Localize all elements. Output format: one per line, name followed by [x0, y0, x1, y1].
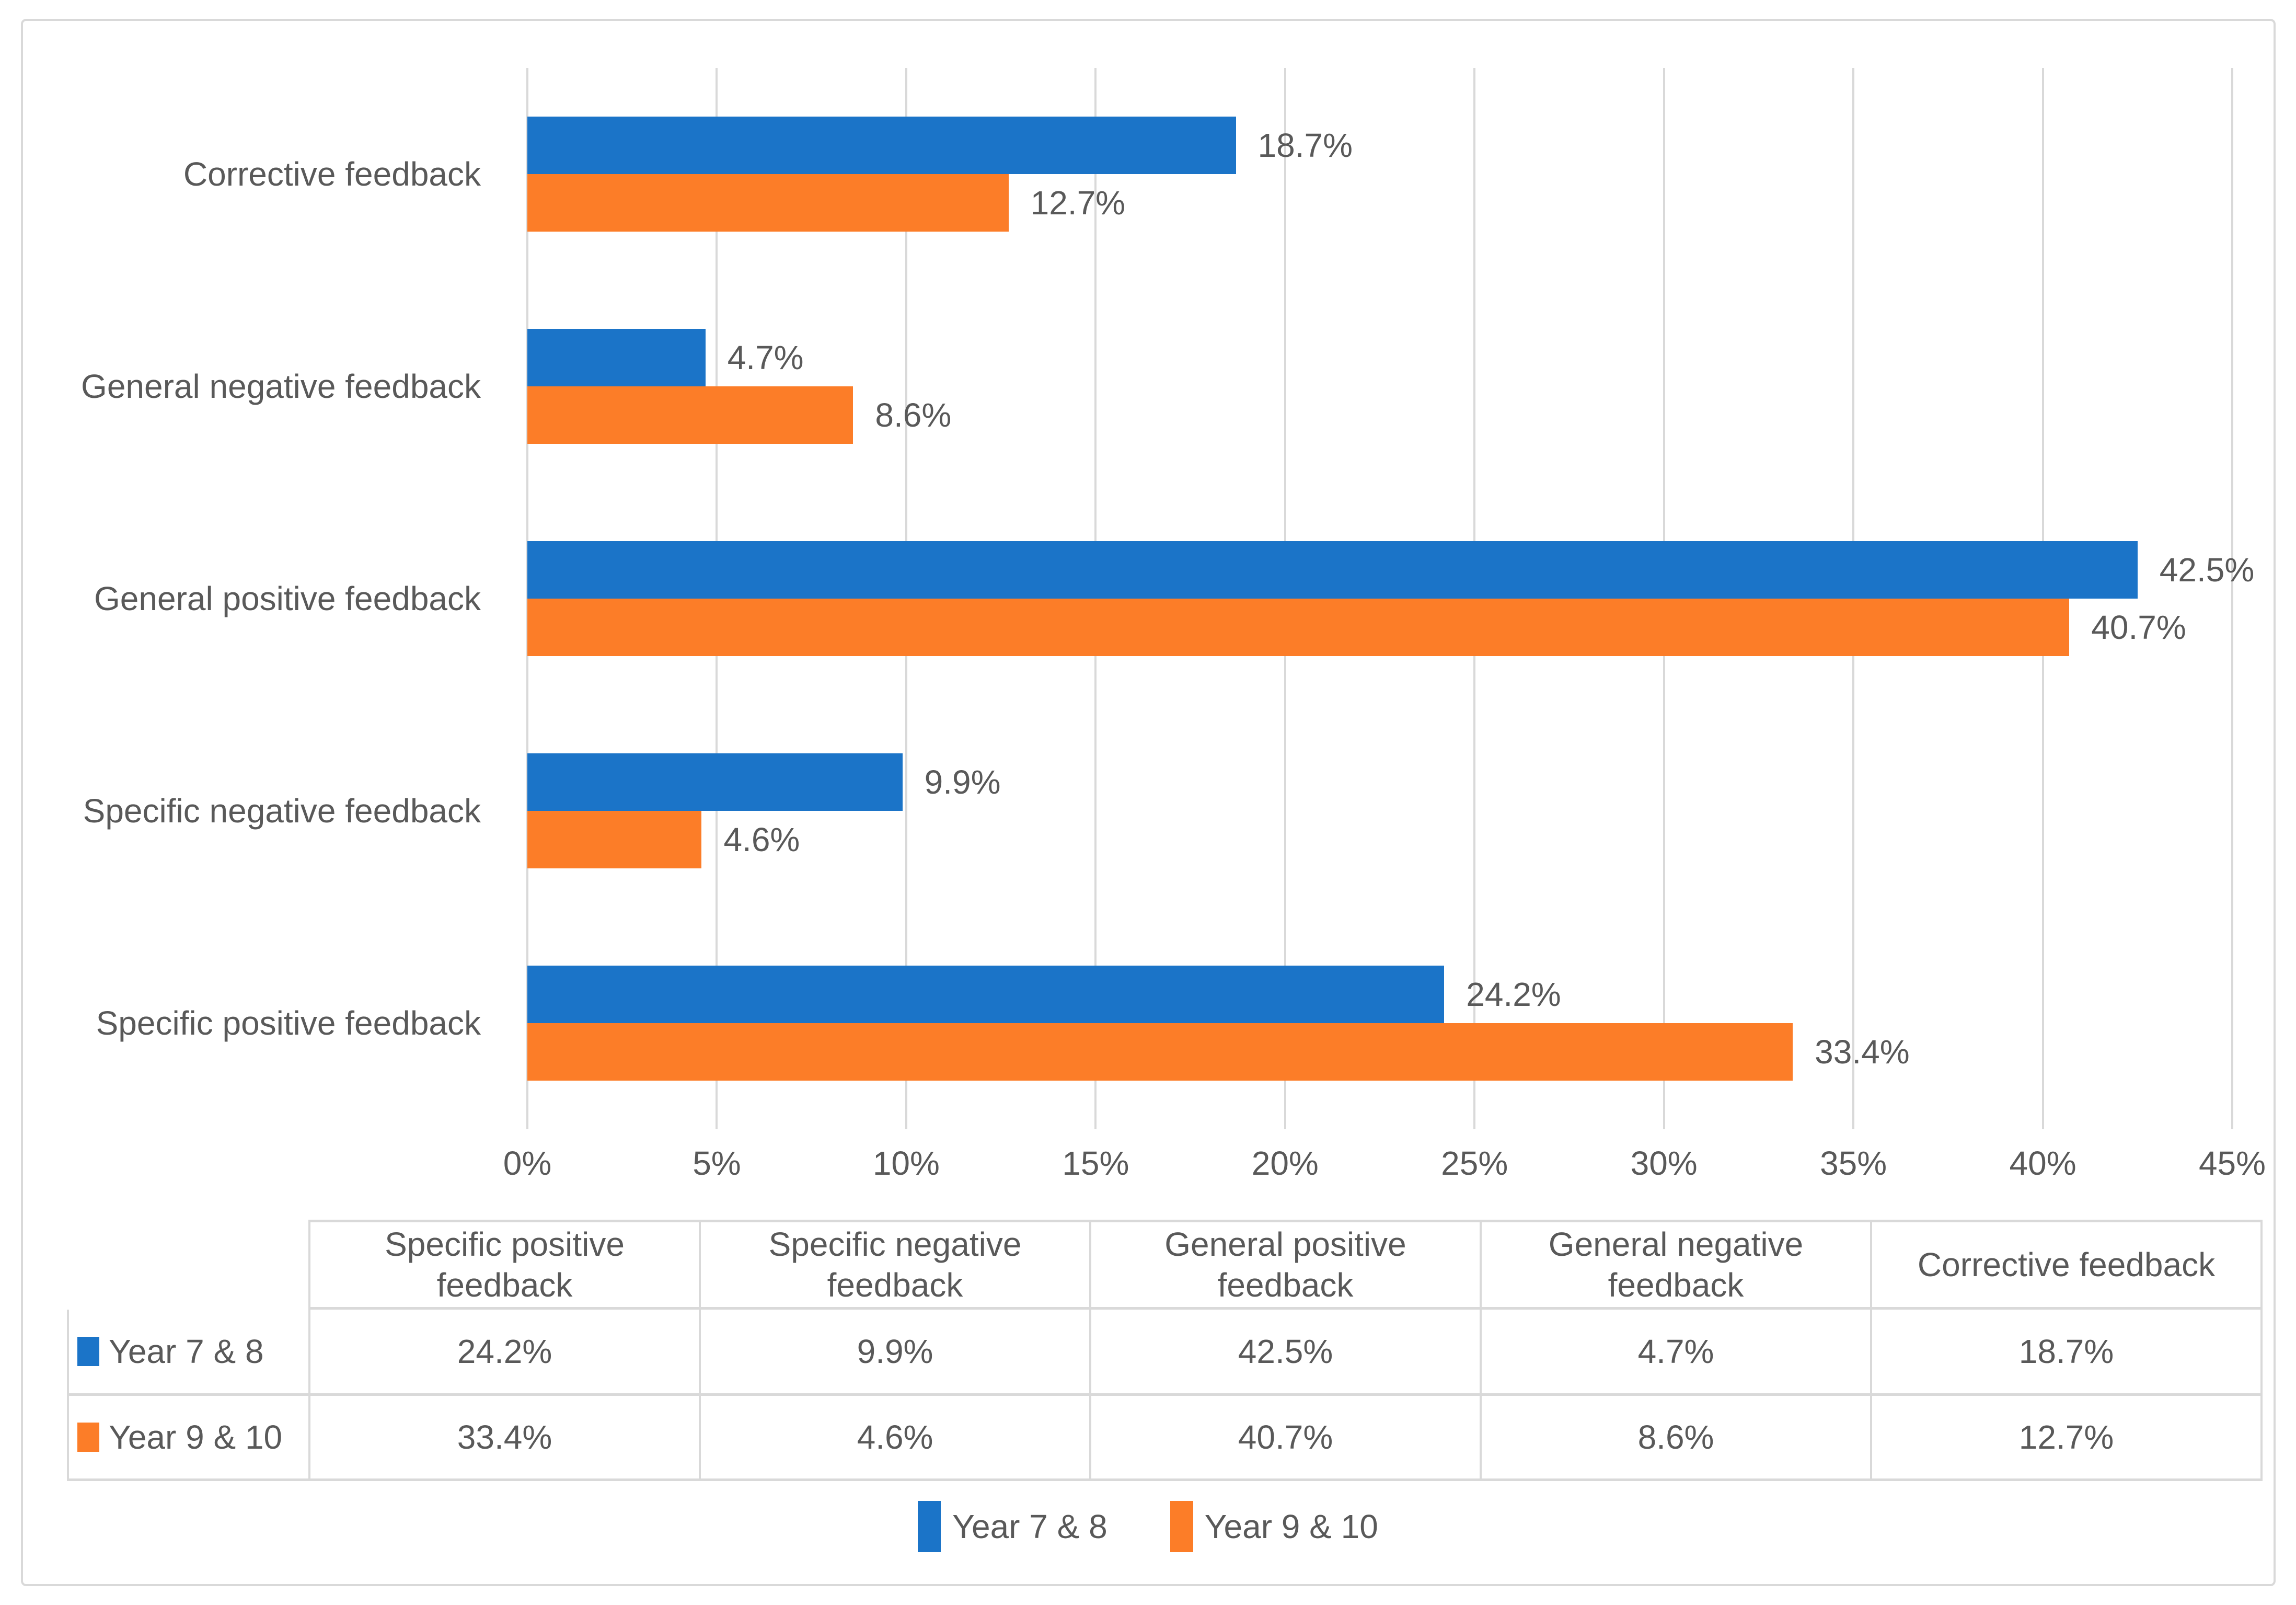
bar-year-9-10 — [527, 599, 2070, 656]
legend-label: Year 7 & 8 — [952, 1508, 1107, 1545]
data-label: 4.6% — [723, 821, 800, 858]
value-axis-tick: 30% — [1630, 1144, 1698, 1182]
table-value-cell: 8.6% — [1482, 1396, 1872, 1481]
table-value-cell: 4.7% — [1482, 1310, 1872, 1396]
table-column-header: Specific positive feedback — [310, 1220, 701, 1310]
value-axis-tick: 35% — [1820, 1144, 1887, 1182]
value-axis-tick: 40% — [2009, 1144, 2076, 1182]
data-label: 4.7% — [727, 339, 804, 376]
data-label: 9.9% — [924, 763, 1001, 801]
bar-year-7-8 — [527, 117, 1236, 174]
table-value-cell: 12.7% — [1872, 1396, 2263, 1481]
legend-swatch-icon — [918, 1501, 941, 1552]
data-label: 42.5% — [2159, 551, 2255, 589]
table-value-cell: 33.4% — [310, 1396, 701, 1481]
chart-frame — [21, 19, 2276, 1586]
bar-year-7-8 — [527, 329, 706, 386]
category-label: General positive feedback — [94, 580, 481, 617]
category-label: General negative feedback — [81, 368, 481, 405]
legend-item: Year 7 & 8 — [918, 1501, 1107, 1552]
category-label: Corrective feedback — [183, 155, 481, 193]
table-row-label: Year 7 & 8 — [109, 1332, 264, 1370]
table-value-cell: 4.6% — [701, 1396, 1091, 1481]
category-label: Specific negative feedback — [83, 792, 481, 830]
table-value-cell: 18.7% — [1872, 1310, 2263, 1396]
legend-key-icon — [77, 1337, 99, 1366]
data-label: 24.2% — [1466, 976, 1561, 1013]
data-label: 40.7% — [2091, 609, 2186, 646]
bar-year-9-10 — [527, 1023, 1793, 1081]
gridline-45% — [2231, 68, 2233, 1129]
table-column-header: Specific negative feedback — [701, 1220, 1091, 1310]
table-row-label: Year 9 & 10 — [109, 1418, 283, 1456]
bar-group: 24.2% 33.4% — [527, 917, 2232, 1129]
value-axis-tick: 15% — [1062, 1144, 1129, 1182]
table-row-header: Year 7 & 8 — [67, 1310, 310, 1396]
bar-year-9-10 — [527, 386, 853, 444]
value-axis-tick: 10% — [872, 1144, 940, 1182]
table-column-header: Corrective feedback — [1872, 1220, 2263, 1310]
bar-year-7-8 — [527, 753, 903, 811]
value-axis-tick: 5% — [693, 1144, 741, 1182]
legend-key-icon — [77, 1423, 99, 1452]
table-value-cell: 24.2% — [310, 1310, 701, 1396]
table-row-header: Year 9 & 10 — [67, 1396, 310, 1481]
data-label: 33.4% — [1815, 1033, 1910, 1071]
bar-group: 4.7% 8.6% — [527, 280, 2232, 492]
bar-year-7-8 — [527, 541, 2138, 599]
data-table: Specific positive feedback Specific negat… — [67, 1220, 2263, 1481]
legend-item: Year 9 & 10 — [1170, 1501, 1378, 1552]
data-label: 12.7% — [1030, 184, 1126, 222]
legend-label: Year 9 & 10 — [1204, 1508, 1378, 1545]
data-label: 8.6% — [875, 396, 952, 434]
legend-swatch-icon — [1170, 1501, 1193, 1552]
value-axis-tick: 20% — [1251, 1144, 1319, 1182]
table-column-header: General negative feedback — [1482, 1220, 1872, 1310]
bar-year-9-10 — [527, 811, 702, 868]
table-value-cell: 42.5% — [1091, 1310, 1482, 1396]
bar-year-7-8 — [527, 966, 1445, 1023]
bar-group: 18.7% 12.7% — [527, 68, 2232, 280]
value-axis-tick: 0% — [503, 1144, 552, 1182]
plot-area: 18.7% 12.7% 4.7% 8.6% 42.5% 40.7% 9.9% 4.6% 24.2… — [526, 68, 2254, 1129]
table-value-cell: 9.9% — [701, 1310, 1091, 1396]
table-corner-cell — [67, 1220, 310, 1310]
table-value-cell: 40.7% — [1091, 1396, 1482, 1481]
value-axis-tick: 25% — [1441, 1144, 1508, 1182]
bar-year-9-10 — [527, 174, 1009, 232]
category-label: Specific positive feedback — [96, 1004, 481, 1042]
value-axis-tick: 45% — [2198, 1144, 2266, 1182]
legend: Year 7 & 8 Year 9 & 10 — [0, 1498, 2296, 1555]
data-label: 18.7% — [1257, 127, 1353, 164]
table-column-header: General positive feedback — [1091, 1220, 1482, 1310]
bar-group: 9.9% 4.6% — [527, 705, 2232, 917]
bar-group: 42.5% 40.7% — [527, 492, 2254, 705]
